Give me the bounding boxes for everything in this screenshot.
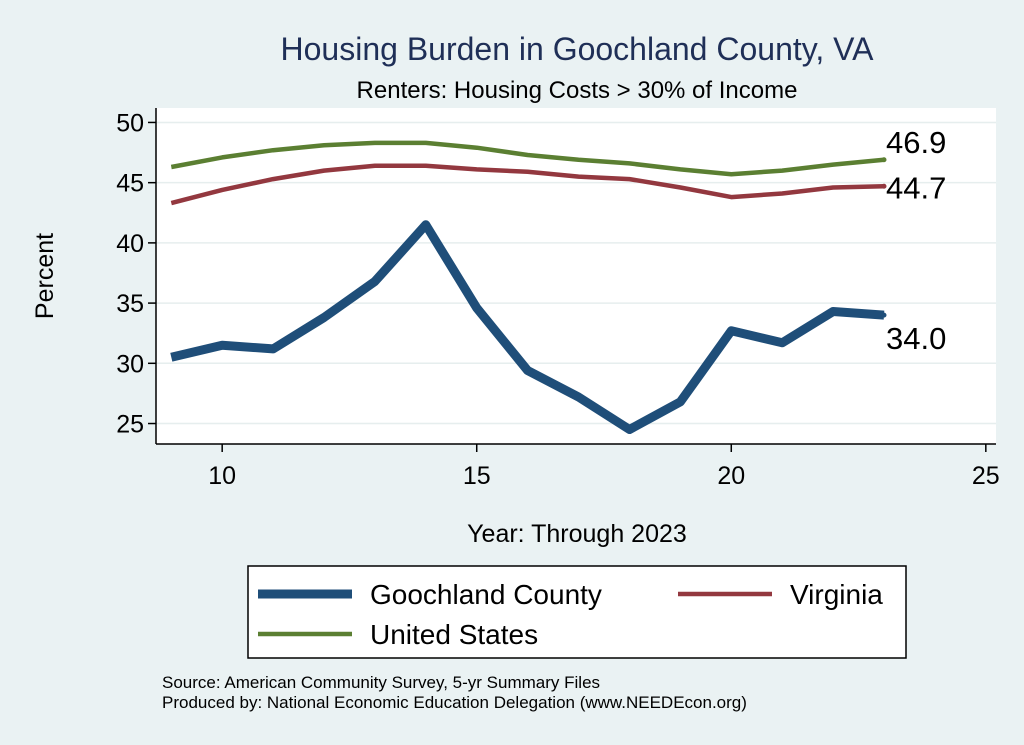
y-tick-label-35: 35 — [116, 290, 144, 318]
series-layer — [170, 140, 887, 434]
chart-title: Housing Burden in Goochland County, VA — [281, 31, 875, 67]
y-tick-label-25: 25 — [116, 411, 144, 439]
x-tick-label-25: 25 — [972, 462, 1000, 490]
chart-subtitle: Renters: Housing Costs > 30% of Income — [357, 77, 798, 104]
series-end-point-united-states — [881, 157, 887, 163]
legend-label-goochland-county: Goochland County — [370, 579, 602, 610]
legend-items: Goochland County Virginia United States — [258, 579, 883, 650]
legend-box — [247, 565, 907, 659]
series-end-point-virginia — [881, 183, 887, 189]
series-line-goochland-county — [170, 220, 885, 434]
legend-label-united-states: United States — [370, 619, 538, 650]
y-tick-label-30: 30 — [116, 350, 144, 378]
legend: Goochland County Virginia United States — [247, 565, 907, 659]
series-line-united-states — [170, 140, 885, 177]
axes: 25 30 35 40 45 50 10 15 20 25 — [116, 108, 1000, 490]
series-end-point-goochland-county — [881, 312, 887, 318]
y-axis-label: Percent — [31, 233, 59, 319]
legend-label-virginia: Virginia — [790, 579, 883, 610]
y-tick-label-45: 45 — [116, 170, 144, 198]
x-tick-label-20: 20 — [717, 462, 745, 490]
producer-note: Produced by: National Economic Education… — [162, 693, 747, 712]
x-axis-label: Year: Through 2023 — [467, 520, 687, 548]
x-tick-label-10: 10 — [208, 462, 236, 490]
source-note: Source: American Community Survey, 5-yr … — [162, 673, 600, 692]
end-label-virginia: 44.7 — [886, 170, 946, 205]
end-labels: 34.0 44.7 46.9 — [886, 125, 946, 356]
gridlines — [156, 121, 996, 425]
end-label-goochland-county: 34.0 — [886, 321, 946, 356]
series-line-virginia — [170, 163, 885, 206]
y-tick-label-50: 50 — [116, 109, 144, 137]
y-tick-label-40: 40 — [116, 230, 144, 258]
x-tick-label-15: 15 — [463, 462, 491, 490]
end-label-united-states: 46.9 — [886, 125, 946, 160]
